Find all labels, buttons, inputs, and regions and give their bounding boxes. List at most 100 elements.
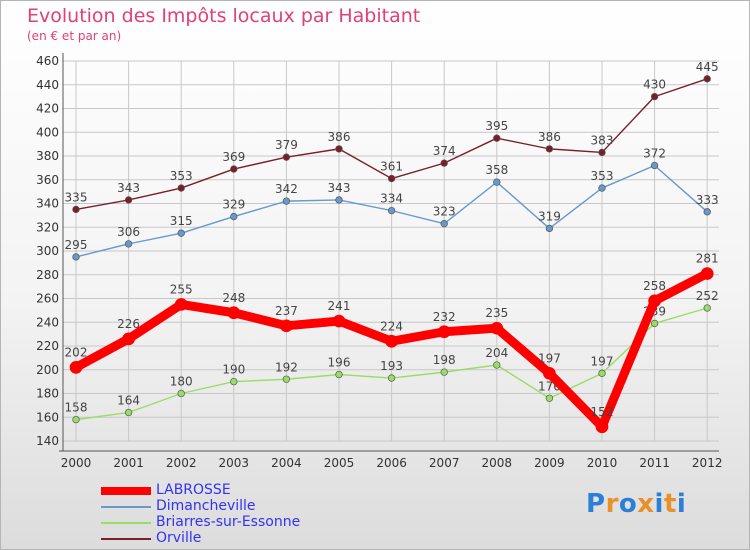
- data-label: 383: [591, 133, 614, 147]
- data-label: 164: [117, 394, 140, 408]
- data-point: [440, 159, 448, 167]
- data-label: 306: [117, 225, 140, 239]
- data-point: [124, 408, 133, 417]
- data-label: 198: [433, 353, 456, 367]
- data-label: 197: [591, 354, 614, 368]
- data-point: [387, 206, 396, 215]
- x-tick-label: 2011: [639, 456, 670, 470]
- legend-label: Briarres-sur-Essonne: [156, 514, 301, 530]
- data-label: 202: [65, 345, 88, 359]
- logo-letter: r: [605, 489, 619, 519]
- y-tick-label: 420: [36, 102, 59, 116]
- y-tick-label: 260: [36, 292, 59, 306]
- data-label: 152: [591, 405, 614, 419]
- legend-label: LABROSSE: [156, 482, 231, 498]
- data-point: [650, 161, 659, 170]
- logo-letter: o: [618, 489, 638, 519]
- data-label: 343: [328, 181, 351, 195]
- legend-label: Orville: [156, 530, 202, 546]
- data-point: [72, 415, 80, 424]
- legend-label: Dimancheville: [156, 498, 256, 514]
- legend-swatch: [101, 522, 151, 524]
- data-label: 353: [591, 169, 614, 183]
- y-tick-label: 320: [36, 220, 59, 234]
- legend-swatch: [101, 487, 151, 495]
- y-tick-label: 380: [36, 149, 59, 163]
- y-tick-label: 240: [36, 315, 59, 329]
- data-point: [703, 208, 711, 216]
- data-point: [493, 361, 501, 369]
- data-label: 334: [380, 192, 403, 206]
- data-point: [387, 374, 396, 382]
- data-label: 255: [170, 282, 193, 296]
- data-point: [69, 361, 83, 374]
- data-label: 323: [433, 205, 456, 219]
- data-point: [648, 294, 661, 308]
- data-point: [124, 240, 133, 248]
- data-label: 361: [380, 160, 403, 174]
- y-tick-label: 340: [36, 197, 59, 211]
- data-point: [650, 319, 659, 328]
- data-label: 386: [328, 130, 351, 144]
- data-label: 180: [170, 375, 193, 389]
- x-tick-label: 2004: [271, 456, 302, 470]
- legend-swatch: [101, 538, 151, 540]
- data-label: 358: [485, 163, 508, 177]
- data-point: [440, 368, 448, 376]
- data-label: 241: [328, 299, 351, 313]
- data-point: [230, 212, 238, 221]
- y-tick-label: 460: [36, 54, 59, 68]
- data-point: [124, 196, 133, 204]
- data-label: 232: [433, 310, 456, 324]
- data-point: [437, 325, 451, 339]
- data-label: 315: [170, 214, 193, 228]
- x-tick-label: 2001: [113, 456, 144, 470]
- data-label: 342: [275, 182, 298, 196]
- data-label: 445: [696, 60, 719, 74]
- data-point: [122, 332, 135, 346]
- data-label: 281: [696, 252, 719, 266]
- data-label: 335: [65, 190, 88, 204]
- data-label: 193: [380, 359, 403, 373]
- data-point: [545, 394, 554, 402]
- x-tick-label: 2006: [376, 456, 407, 470]
- x-tick-label: 2000: [61, 456, 92, 470]
- data-point: [72, 253, 80, 261]
- legend-swatch: [101, 506, 151, 508]
- data-point: [545, 224, 554, 233]
- data-point: [543, 366, 556, 380]
- data-label: 372: [643, 147, 666, 161]
- x-tick-label: 2008: [482, 456, 513, 470]
- x-tick-label: 2003: [219, 456, 250, 470]
- data-label: 343: [117, 181, 140, 195]
- data-point: [177, 389, 185, 398]
- logo-letter: P: [586, 489, 606, 519]
- x-tick-label: 2009: [534, 456, 565, 470]
- data-label: 295: [65, 238, 88, 252]
- data-label: 386: [538, 130, 561, 144]
- logo-letter: t: [663, 489, 677, 519]
- y-tick-label: 300: [36, 244, 59, 258]
- data-label: 353: [170, 169, 193, 183]
- data-point: [282, 197, 291, 205]
- data-label: 430: [643, 78, 666, 92]
- y-tick-label: 360: [36, 173, 59, 187]
- data-point: [72, 205, 80, 214]
- data-point: [493, 134, 501, 142]
- logo-letter: i: [654, 489, 664, 519]
- data-point: [280, 319, 293, 333]
- data-label: 395: [485, 119, 508, 133]
- data-point: [177, 229, 185, 237]
- data-point: [177, 184, 185, 192]
- data-point: [335, 196, 343, 204]
- data-point: [440, 220, 448, 228]
- data-point: [598, 184, 606, 192]
- data-point: [598, 369, 606, 377]
- data-label: 319: [538, 209, 561, 223]
- data-point: [230, 377, 238, 386]
- data-label: 237: [275, 304, 298, 318]
- logo-letter: x: [637, 489, 655, 519]
- data-point: [703, 75, 711, 83]
- proxiti-logo: Proxiti: [586, 489, 686, 519]
